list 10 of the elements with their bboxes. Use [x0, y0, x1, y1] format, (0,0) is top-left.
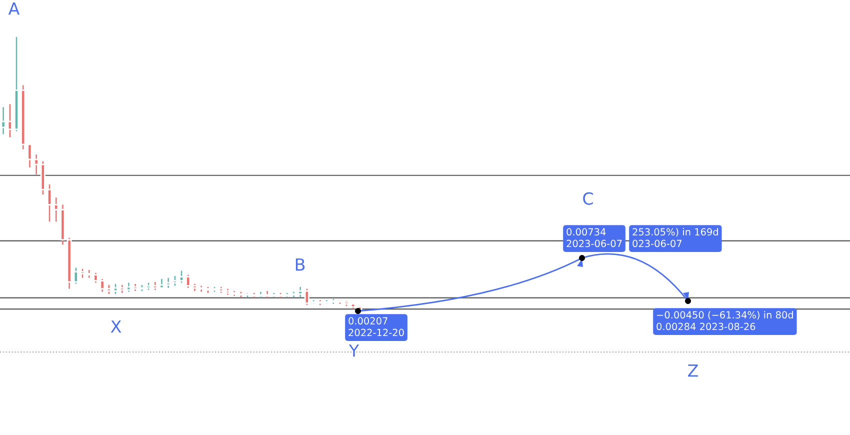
- text: −0.00450 (−61.34%) in 80d 0.00284 2023-08-26: [656, 311, 793, 330]
- text: X: [110, 320, 122, 333]
- text: 253.05%) in 169d 023-06-07: [632, 228, 718, 248]
- text: A: [8, 2, 20, 15]
- annotation: B: [296, 258, 305, 271]
- text: 0.00207 2022-12-20: [348, 317, 404, 336]
- text: Y: [348, 344, 360, 357]
- text: C: [583, 192, 593, 205]
- text: Z: [688, 364, 698, 377]
- text: 0.00734 2023-06-07: [566, 228, 622, 248]
